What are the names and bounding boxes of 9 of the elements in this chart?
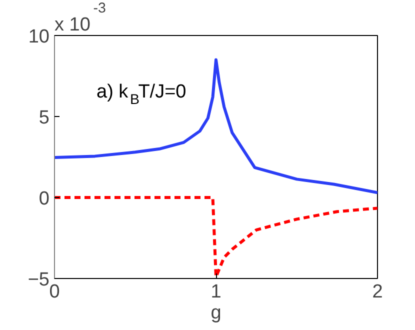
y-tick-label: 10: [28, 26, 50, 48]
y-tick-label: −5: [28, 270, 50, 290]
y-tick-label: 0: [38, 188, 50, 210]
x-tick-label: 1: [210, 282, 222, 302]
x-axis-title: g: [210, 302, 222, 324]
x-tick-label: 2: [372, 282, 383, 302]
y-tick-label: 5: [38, 108, 50, 128]
annotation: x 10-3: [54, 0, 106, 36]
line-series: [54, 58, 378, 194]
